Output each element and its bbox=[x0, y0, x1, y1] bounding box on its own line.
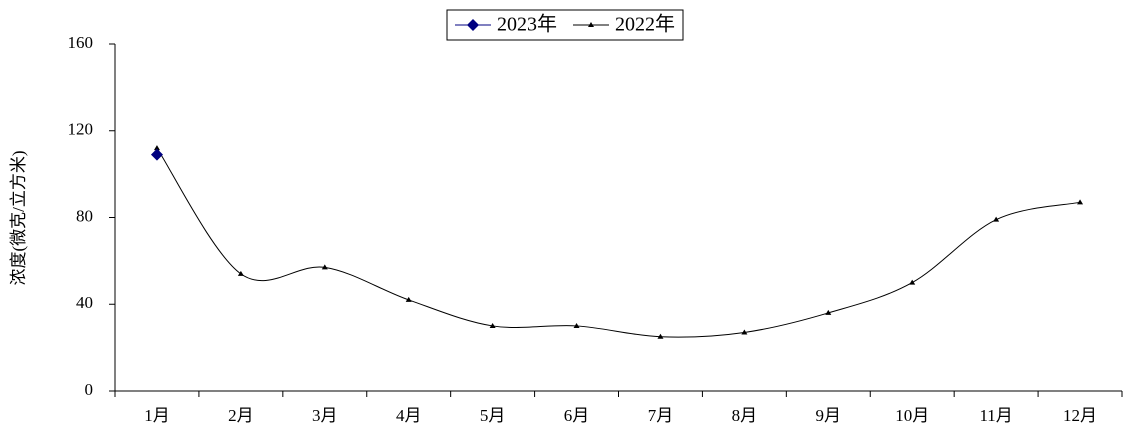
y-tick-label: 80 bbox=[76, 206, 93, 225]
triangle-marker bbox=[657, 333, 664, 339]
legend: 2023年 2022年 bbox=[446, 9, 684, 41]
y-tick-label: 160 bbox=[68, 33, 94, 52]
triangle-marker bbox=[237, 270, 244, 276]
triangle-marker bbox=[993, 216, 1000, 222]
triangle-marker bbox=[588, 22, 594, 27]
x-tick-label: 2月 bbox=[228, 406, 254, 425]
triangle-marker bbox=[489, 322, 496, 328]
triangle-marker bbox=[909, 279, 916, 285]
x-tick-label: 1月 bbox=[144, 406, 170, 425]
x-tick-label: 10月 bbox=[895, 406, 929, 425]
diamond-marker bbox=[467, 19, 479, 31]
triangle-marker bbox=[573, 322, 580, 328]
y-axis-label: 浓度(微克/立方米) bbox=[9, 150, 28, 285]
triangle-marker bbox=[1077, 199, 1084, 205]
x-tick-label: 11月 bbox=[979, 406, 1012, 425]
y-tick-label: 40 bbox=[76, 293, 93, 312]
series-line bbox=[156, 147, 1081, 338]
legend-label: 2022年 bbox=[615, 13, 675, 36]
legend-label: 2023年 bbox=[497, 13, 557, 36]
x-tick-label: 4月 bbox=[396, 406, 422, 425]
x-tick-label: 9月 bbox=[816, 406, 842, 425]
triangle-marker bbox=[405, 296, 412, 302]
x-tick-label: 7月 bbox=[648, 406, 674, 425]
y-tick-label: 120 bbox=[68, 120, 94, 139]
triangle-marker bbox=[153, 145, 160, 151]
x-tick-label: 3月 bbox=[312, 406, 338, 425]
diamond-marker bbox=[150, 148, 163, 161]
triangle-marker bbox=[825, 309, 832, 315]
triangle-marker bbox=[741, 329, 748, 335]
x-tick-label: 6月 bbox=[564, 406, 590, 425]
x-tick-label: 8月 bbox=[732, 406, 758, 425]
y-tick-label: 0 bbox=[85, 380, 94, 399]
triangle-marker bbox=[321, 264, 328, 270]
x-tick-label: 5月 bbox=[480, 406, 506, 425]
x-tick-label: 12月 bbox=[1063, 406, 1097, 425]
